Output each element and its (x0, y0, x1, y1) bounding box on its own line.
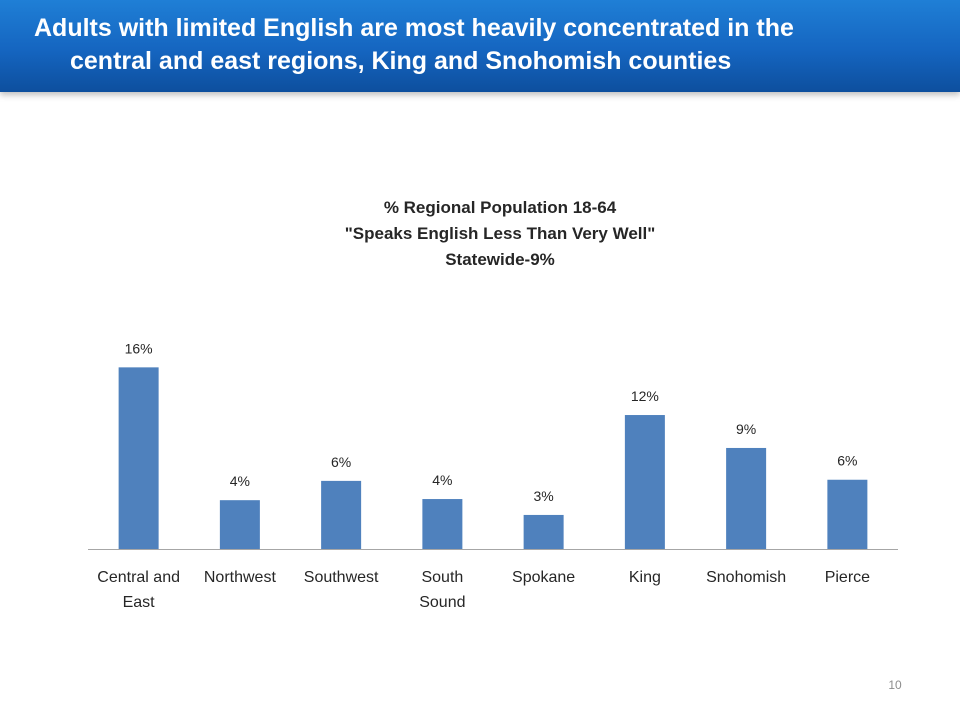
bar-8 (827, 479, 868, 549)
bar-5 (523, 514, 564, 549)
header-band (0, 0, 960, 92)
x-tick-label-4-line-2: Sound (419, 594, 465, 611)
x-tick-label-5-line-1: Spokane (512, 569, 575, 586)
bar-7 (726, 447, 767, 549)
slide-title: Adults with limited English are most hea… (34, 12, 934, 78)
bar-1 (118, 367, 159, 549)
data-label-5: 3% (534, 488, 554, 504)
x-tick-label-4-line-1: South (421, 569, 463, 586)
data-label-4: 4% (432, 472, 452, 488)
bar-2 (219, 500, 260, 549)
bar-3 (321, 480, 362, 549)
chart-title-line-3: Statewide-9% (445, 250, 555, 269)
x-tick-label-2-line-1: Northwest (204, 569, 277, 586)
x-tick-label-6-line-1: King (629, 569, 661, 586)
data-labels-group: 16% 4% 6% 4% 3% 12% 9% 6% (125, 340, 858, 504)
data-label-3: 6% (331, 454, 351, 470)
x-tick-label-1-line-2: East (123, 594, 156, 611)
chart-title-line-1: % Regional Population 18-64 (384, 198, 617, 217)
data-label-8: 6% (837, 453, 857, 469)
x-tick-label-8-line-1: Pierce (825, 569, 870, 586)
data-label-7: 9% (736, 421, 756, 437)
x-tick-labels-group: Central and East Northwest Southwest South So… (97, 569, 870, 611)
data-label-6: 12% (631, 388, 659, 404)
x-tick-label-3-line-1: Southwest (304, 569, 379, 586)
x-tick-label-7-line-1: Snohomish (706, 569, 786, 586)
chart-title-line-2: "Speaks English Less Than Very Well" (345, 224, 656, 243)
slide-title-line1: Adults with limited English are most hea… (34, 14, 794, 42)
bar-4 (422, 499, 463, 549)
bar-6 (624, 415, 665, 549)
slide-title-line2: central and east regions, King and Snoho… (70, 47, 732, 75)
data-label-1: 16% (125, 340, 153, 356)
slide-number: 10 (888, 678, 902, 692)
data-label-2: 4% (230, 473, 250, 489)
chart-title: % Regional Population 18-64 "Speaks Engli… (345, 198, 656, 269)
bars-group (118, 367, 868, 549)
x-tick-label-1-line-1: Central and (97, 569, 180, 586)
